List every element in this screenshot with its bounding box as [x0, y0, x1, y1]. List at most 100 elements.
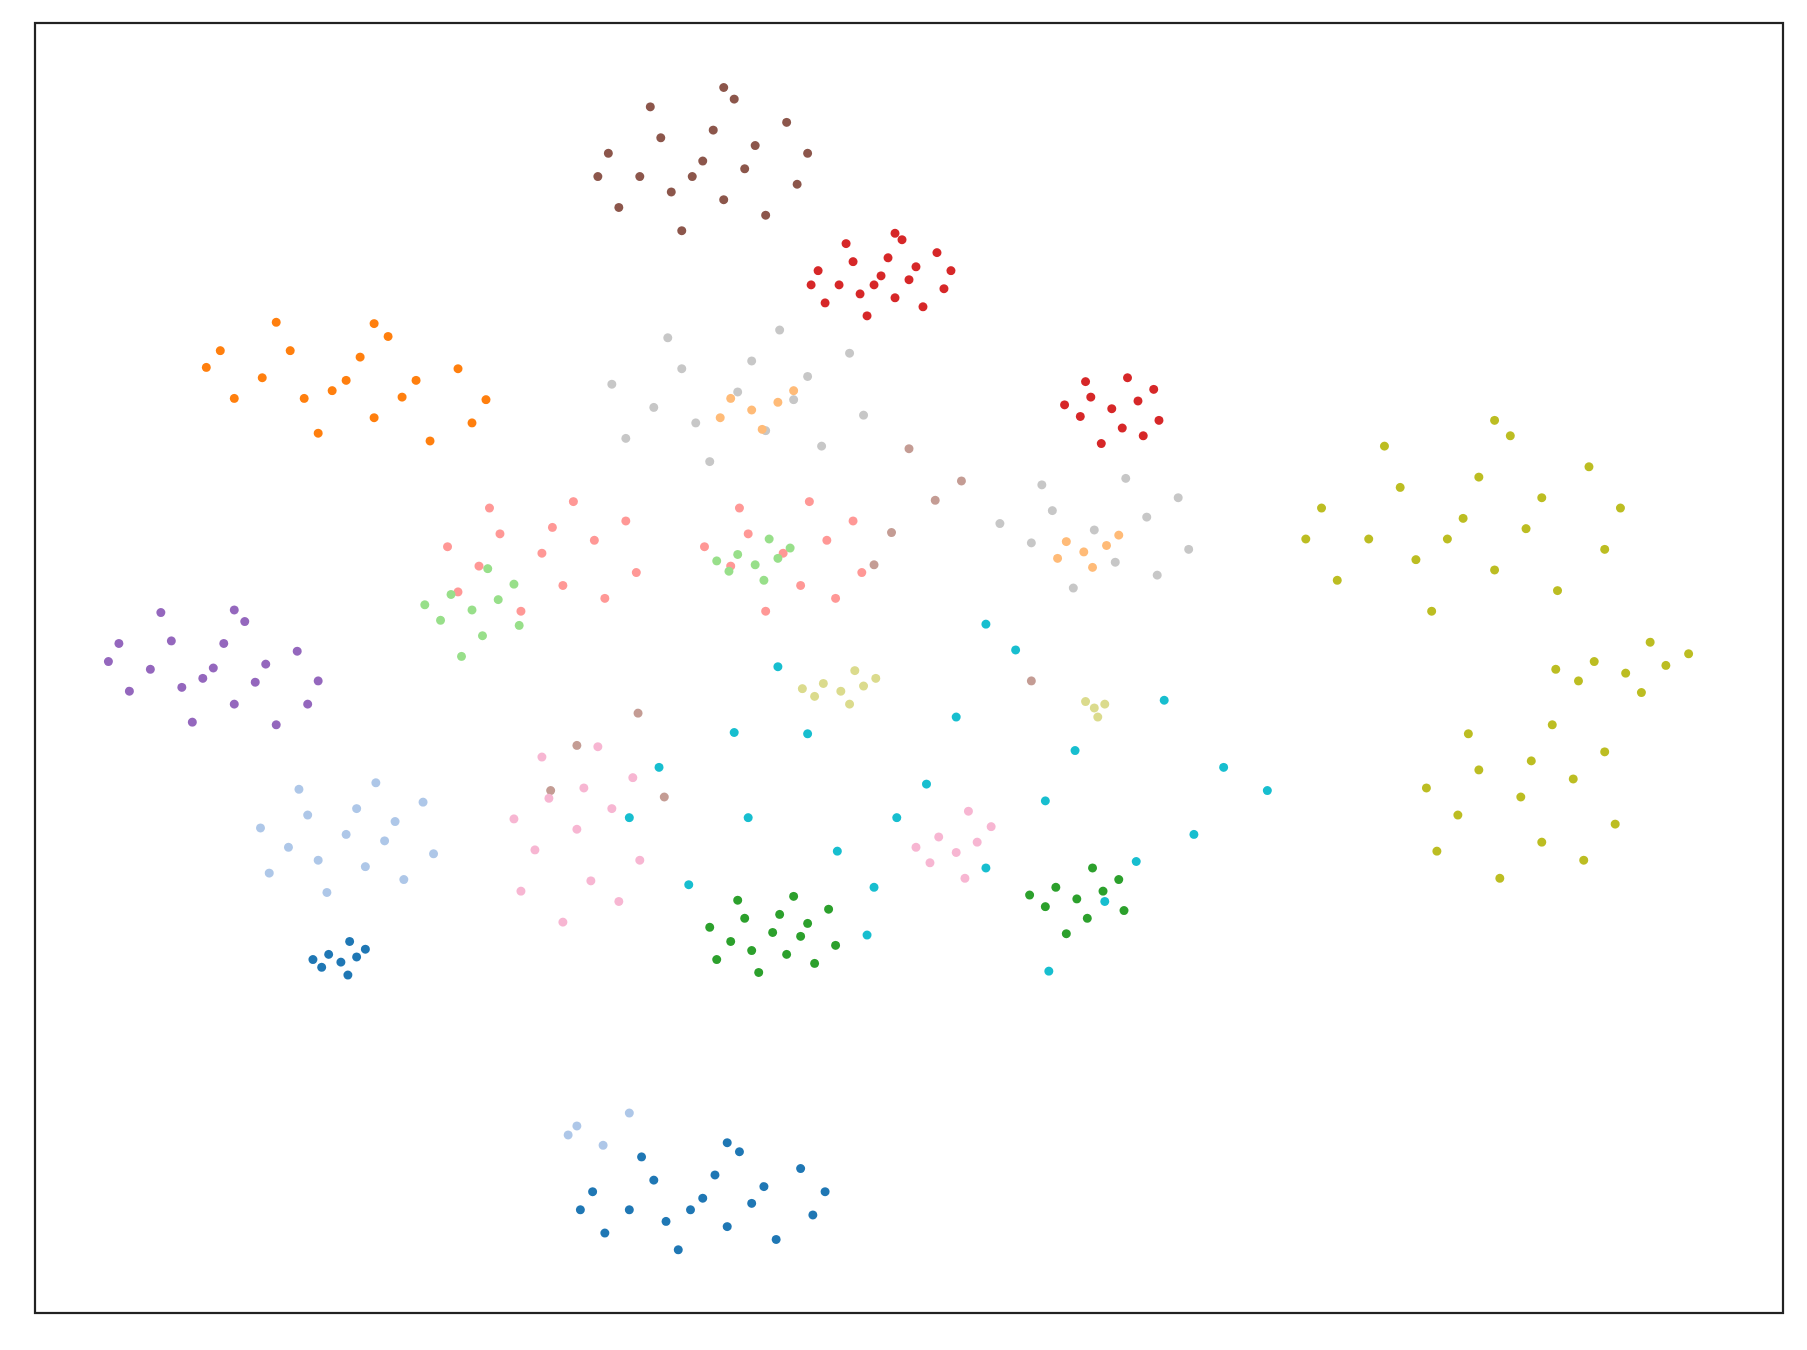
point [474, 561, 484, 571]
point [740, 913, 750, 923]
point [621, 433, 631, 443]
point [589, 535, 599, 545]
point [324, 949, 334, 959]
point [547, 522, 557, 532]
point [360, 862, 370, 872]
point [1537, 493, 1547, 503]
point [1061, 537, 1071, 547]
point [789, 386, 799, 396]
point [750, 560, 760, 570]
point [355, 352, 365, 362]
point [586, 876, 596, 886]
point [572, 824, 582, 834]
point [240, 617, 250, 627]
point [1053, 553, 1063, 563]
point [960, 873, 970, 883]
point [808, 1210, 818, 1220]
point [229, 605, 239, 615]
point [804, 497, 814, 507]
point [705, 457, 715, 467]
point [1025, 890, 1035, 900]
point [785, 543, 795, 553]
point [845, 699, 855, 709]
point [743, 813, 753, 823]
point [198, 673, 208, 683]
point [1516, 792, 1526, 802]
point [951, 847, 961, 857]
point [1119, 906, 1129, 916]
point [691, 418, 701, 428]
point [1490, 565, 1500, 575]
point [663, 333, 673, 343]
point [649, 1175, 659, 1185]
point [1060, 400, 1070, 410]
point [1100, 699, 1110, 709]
point [883, 253, 893, 263]
point [712, 955, 722, 965]
point [733, 895, 743, 905]
point [1537, 837, 1547, 847]
point [1474, 472, 1484, 482]
point [699, 542, 709, 552]
point [897, 235, 907, 245]
point [568, 497, 578, 507]
point [436, 615, 446, 625]
point [352, 804, 362, 814]
point [156, 608, 166, 618]
point [380, 836, 390, 846]
point [509, 814, 519, 824]
point [1142, 512, 1152, 522]
point [1011, 645, 1021, 655]
point [418, 797, 428, 807]
point [726, 393, 736, 403]
point [747, 405, 757, 415]
point [467, 605, 477, 615]
point [733, 549, 743, 559]
point [734, 1147, 744, 1157]
point [845, 348, 855, 358]
point [453, 587, 463, 597]
point [729, 94, 739, 104]
point [271, 317, 281, 327]
point [904, 444, 914, 454]
point [792, 179, 802, 189]
point [283, 842, 293, 852]
point [649, 402, 659, 412]
point [859, 681, 869, 691]
point [352, 952, 362, 962]
point [887, 528, 897, 538]
point [588, 1187, 598, 1197]
point [797, 684, 807, 694]
point [343, 970, 353, 980]
point [810, 958, 820, 968]
point [686, 1205, 695, 1215]
point [1051, 882, 1061, 892]
point [995, 519, 1005, 529]
point [425, 436, 435, 446]
point [773, 553, 783, 563]
point [869, 560, 879, 570]
point [921, 779, 931, 789]
point [1159, 695, 1169, 705]
point [911, 842, 921, 852]
point [1040, 796, 1050, 806]
point [705, 922, 715, 932]
point [614, 202, 624, 212]
point [481, 395, 491, 405]
point [859, 410, 869, 420]
point [383, 331, 393, 341]
point [810, 691, 820, 701]
point [219, 638, 229, 648]
point [773, 397, 783, 407]
point [789, 395, 799, 405]
point [1089, 525, 1099, 535]
point [1114, 875, 1124, 885]
point [1075, 411, 1085, 421]
point [775, 325, 785, 335]
point [1636, 688, 1646, 698]
point [1684, 649, 1694, 659]
point [114, 638, 124, 648]
point [743, 529, 753, 539]
point [796, 1164, 806, 1174]
